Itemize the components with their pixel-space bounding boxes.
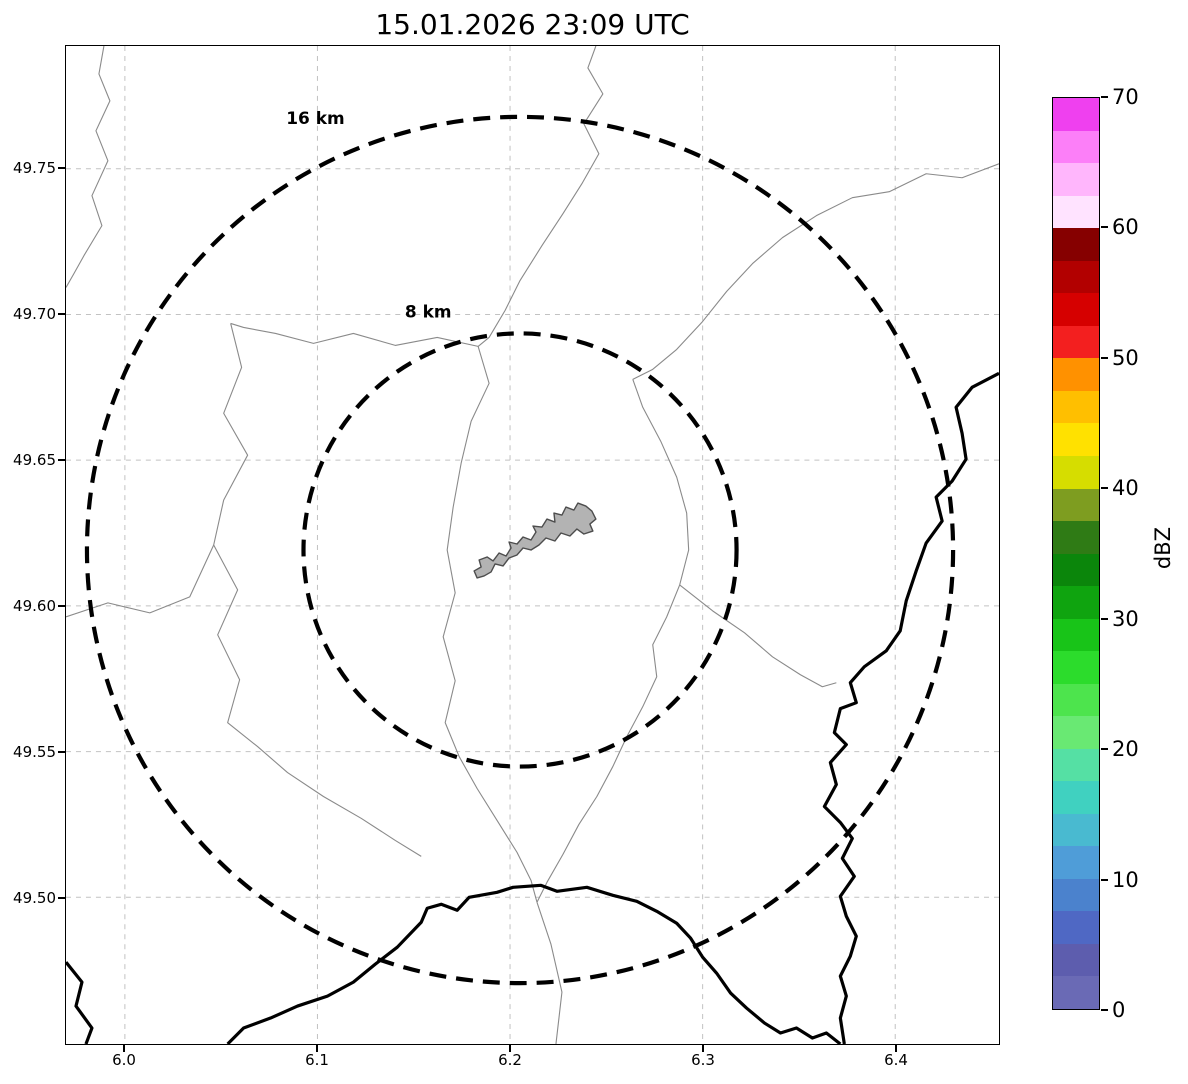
admin-line-topmiddle: [477, 46, 604, 347]
colorbar-tick-label: 10: [1112, 868, 1139, 892]
colorbar-segment: [1053, 716, 1099, 749]
admin-line-left-edge: [66, 544, 215, 618]
range-rings: [84, 114, 956, 986]
colorbar-tick-mark: [1101, 487, 1108, 489]
colorbar-segment: [1053, 618, 1099, 652]
colorbar-segment: [1053, 748, 1099, 782]
colorbar-segment: [1053, 553, 1099, 587]
y-axis-tick-label: 49.50: [13, 889, 56, 907]
y-axis-tick-mark: [58, 751, 65, 753]
colorbar-segment: [1053, 586, 1099, 619]
map-plot-area: 16 km 8 km: [65, 45, 1000, 1045]
colorbar-segment: [1053, 228, 1099, 261]
colorbar-tick-label: 30: [1112, 607, 1139, 631]
x-axis-tick-mark: [316, 1045, 318, 1052]
admin-line-east-vertical: [536, 379, 690, 903]
colorbar-segment: [1053, 293, 1099, 326]
x-axis-tick-mark: [895, 1045, 897, 1052]
colorbar-tick-mark: [1101, 1009, 1108, 1011]
colorbar-tick-mark: [1101, 879, 1108, 881]
y-axis-tick-label: 49.55: [13, 743, 56, 761]
colorbar-segment: [1053, 781, 1099, 814]
national-borders: [66, 371, 999, 1044]
y-axis-tick-label: 49.75: [13, 159, 56, 177]
colorbar-tick-label: 60: [1112, 215, 1139, 239]
y-axis-tick-label: 49.70: [13, 305, 56, 323]
colorbar-segment: [1053, 976, 1099, 1009]
y-axis-tick-mark: [58, 897, 65, 899]
colorbar-segment: [1053, 813, 1099, 847]
colorbar-segment: [1053, 943, 1099, 977]
x-axis-tick-mark: [123, 1045, 125, 1052]
admin-line-bottom-center: [536, 902, 563, 1044]
colorbar-segment: [1053, 260, 1099, 294]
range-ring-label-16km: 16 km: [286, 108, 344, 128]
national-border-south: [226, 883, 842, 1044]
colorbar-segment: [1053, 325, 1099, 359]
colorbar-tick-label: 20: [1112, 737, 1139, 761]
colorbar-tick-mark: [1101, 618, 1108, 620]
y-axis-tick-label: 49.60: [13, 597, 56, 615]
admin-line-topleft: [66, 46, 111, 288]
national-border-east: [822, 371, 999, 1044]
colorbar-segment: [1053, 98, 1099, 131]
admin-line-west-horizontal: [230, 322, 479, 347]
colorbar-gradient: [1053, 98, 1099, 1009]
range-ring-8km: [301, 331, 739, 769]
city-boundary-polygon: [473, 502, 597, 579]
admin-line-northeast: [632, 163, 999, 380]
colorbar-segment: [1053, 358, 1099, 391]
colorbar-tick-mark: [1101, 226, 1108, 228]
colorbar-tick-mark: [1101, 748, 1108, 750]
colorbar-segment: [1053, 423, 1099, 456]
colorbar-segment: [1053, 390, 1099, 424]
colorbar-segment: [1053, 488, 1099, 522]
colorbar-tick-label: 0: [1112, 998, 1126, 1022]
colorbar-tick-mark: [1101, 96, 1108, 98]
x-axis-tick-mark: [702, 1045, 704, 1052]
colorbar-segment: [1053, 683, 1099, 717]
range-ring-label-8km: 8 km: [405, 301, 452, 321]
colorbar-segment: [1053, 195, 1099, 229]
x-axis-tick-label: 6.3: [691, 1051, 715, 1069]
x-axis-tick-label: 6.4: [884, 1051, 908, 1069]
range-ring-16km: [84, 114, 956, 986]
national-border-southwest-corner: [66, 961, 94, 1044]
colorbar-segment: [1053, 521, 1099, 554]
colorbar-segment: [1053, 455, 1099, 489]
colorbar-unit-label: dBZ: [1151, 526, 1175, 570]
y-axis-tick-mark: [58, 167, 65, 169]
y-axis-tick-label: 49.65: [13, 451, 56, 469]
colorbar-tick-mark: [1101, 357, 1108, 359]
y-axis-tick-mark: [58, 605, 65, 607]
plot-title: 15.01.2026 23:09 UTC: [375, 8, 690, 41]
admin-boundary-lines: [66, 46, 999, 1044]
x-axis-tick-label: 6.2: [498, 1051, 522, 1069]
colorbar-segment: [1053, 163, 1099, 196]
colorbar-segment: [1053, 651, 1099, 684]
x-axis-tick-label: 6.1: [305, 1051, 329, 1069]
admin-line-east-branch: [679, 584, 837, 688]
colorbar-segment: [1053, 911, 1099, 944]
admin-line-center-vertical: [442, 346, 538, 903]
colorbar-segment: [1053, 878, 1099, 912]
colorbar-segment: [1053, 130, 1099, 164]
colorbar-tick-label: 50: [1112, 346, 1139, 370]
colorbar-tick-label: 70: [1112, 85, 1139, 109]
colorbar-segment: [1053, 846, 1099, 879]
y-axis-tick-mark: [58, 313, 65, 315]
x-axis-tick-mark: [509, 1045, 511, 1052]
admin-line-west-vertical: [213, 323, 422, 857]
y-axis-tick-mark: [58, 459, 65, 461]
x-axis-tick-label: 6.0: [112, 1051, 136, 1069]
map-canvas: 16 km 8 km: [66, 46, 999, 1044]
colorbar-tick-label: 40: [1112, 476, 1139, 500]
colorbar: [1052, 97, 1100, 1010]
